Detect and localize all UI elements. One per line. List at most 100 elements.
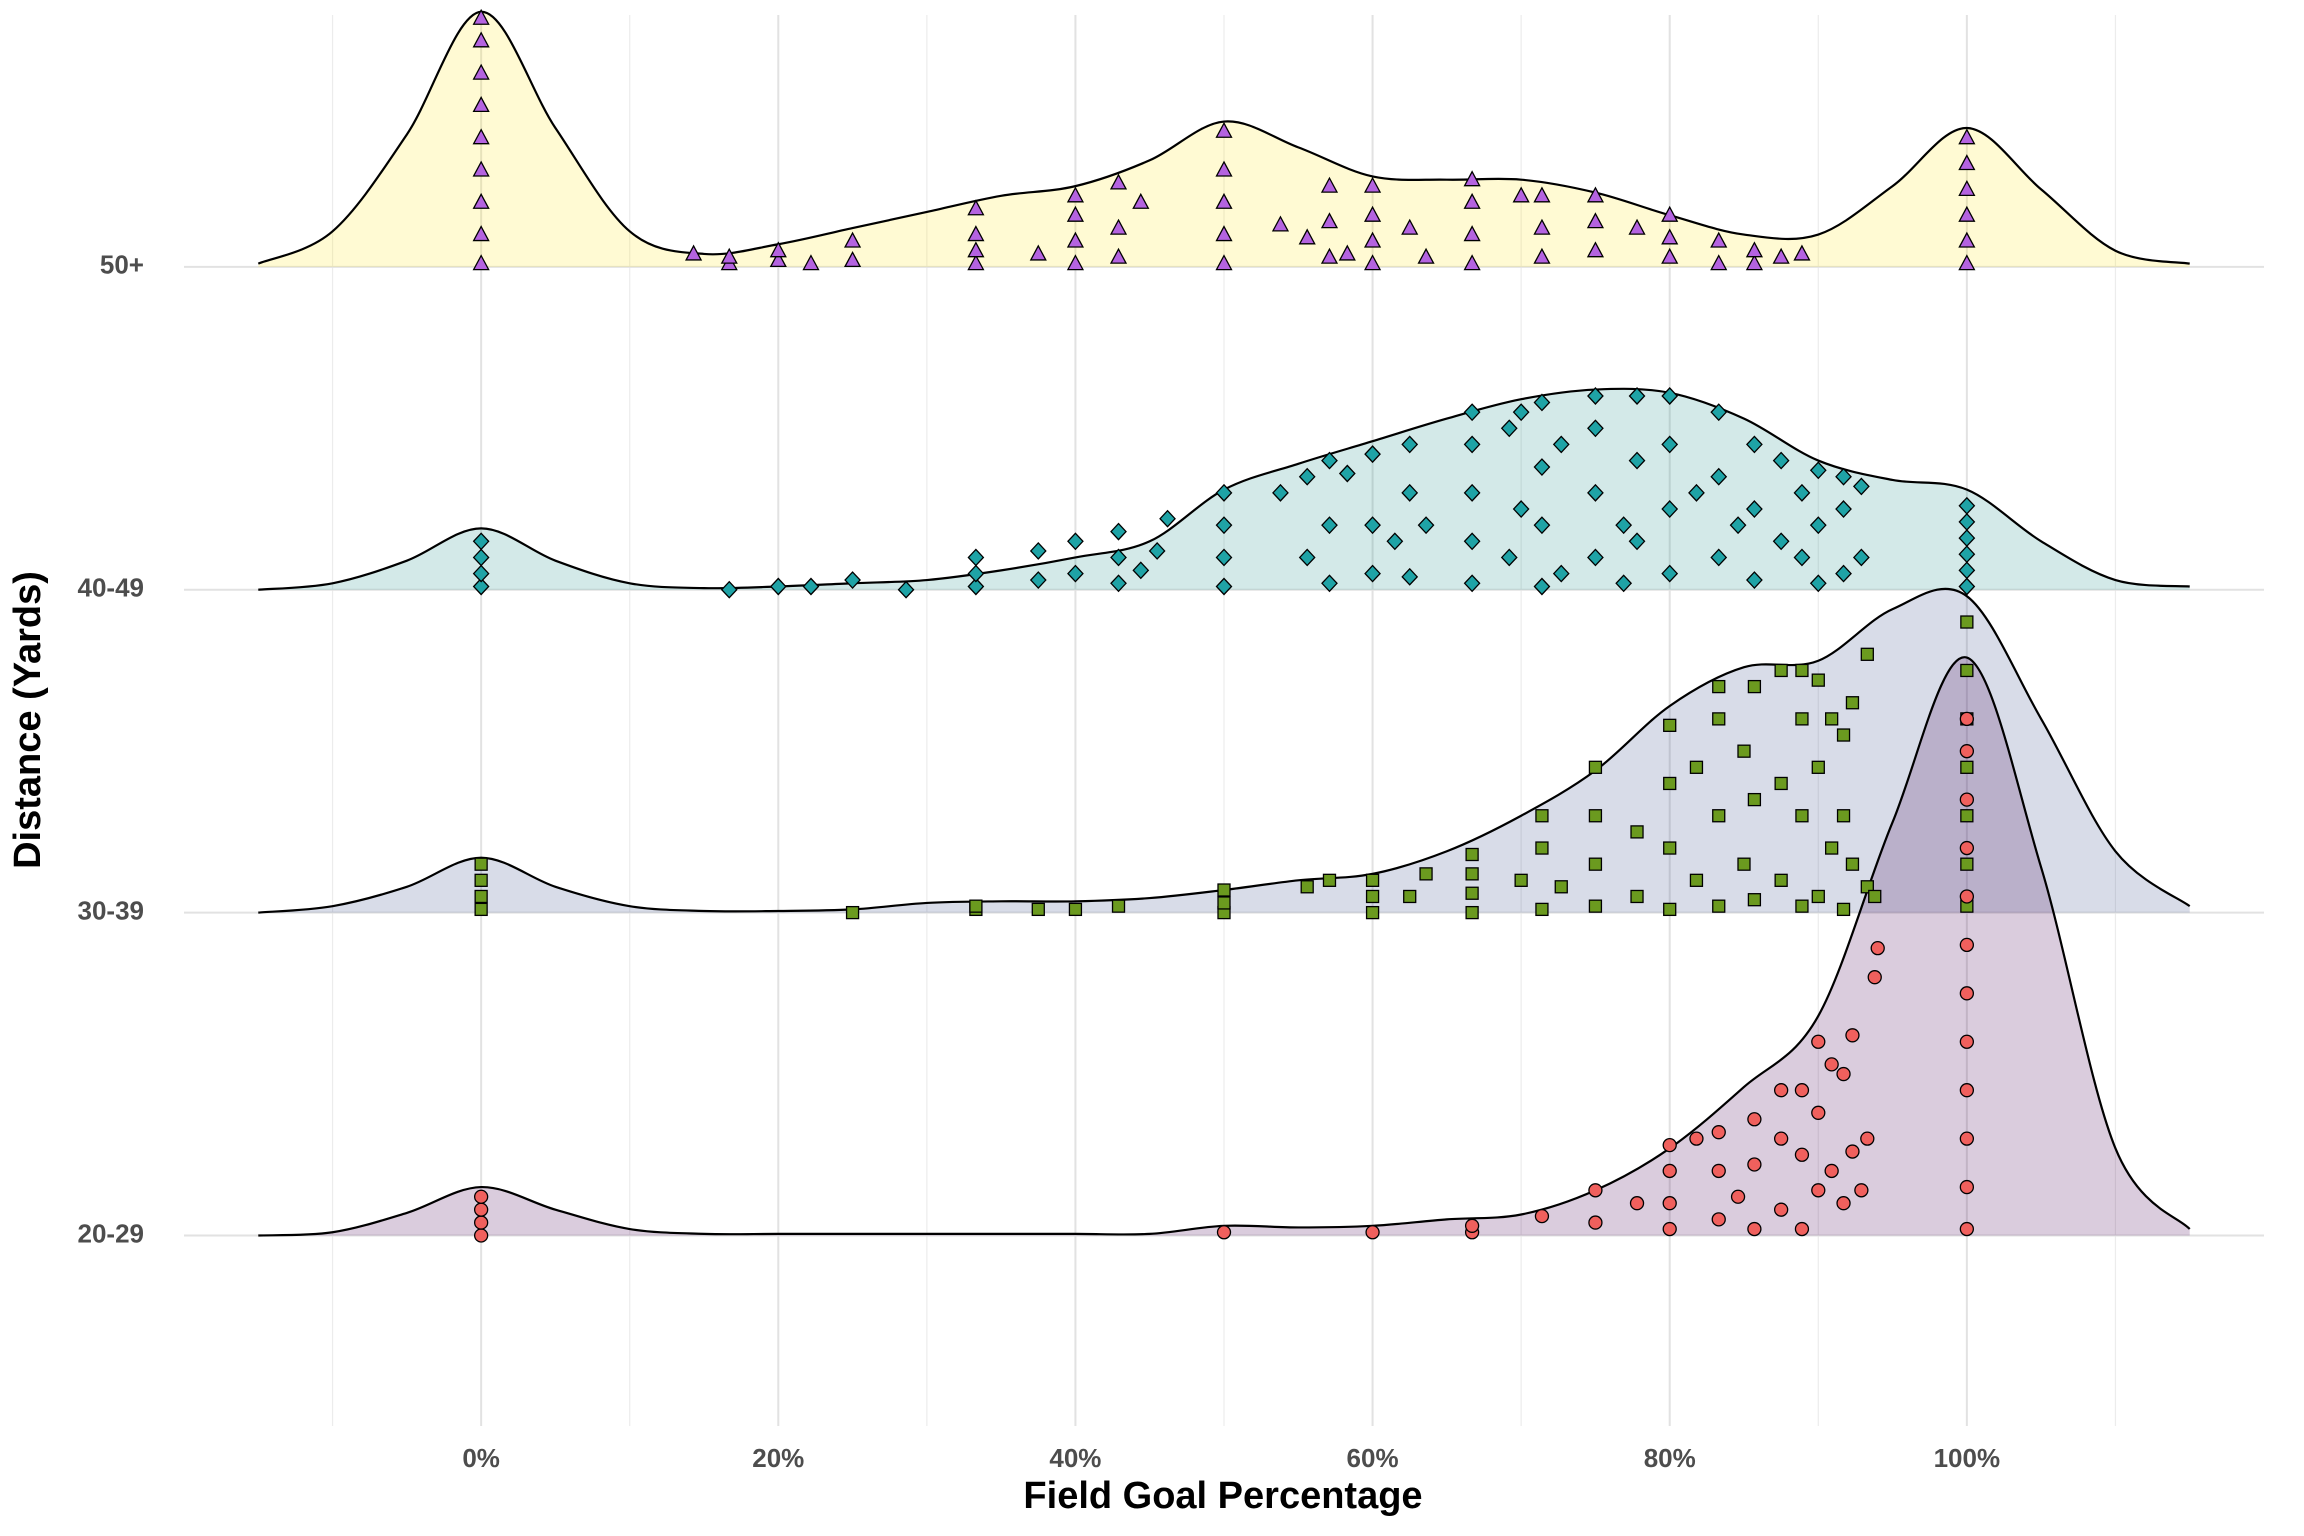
- point: [1958, 545, 1976, 564]
- point: [1712, 809, 1726, 823]
- point: [1825, 712, 1839, 726]
- point: [1628, 532, 1646, 551]
- point: [472, 548, 490, 567]
- point: [1958, 512, 1976, 531]
- point: [1215, 121, 1233, 138]
- point: [1533, 218, 1551, 235]
- point: [1552, 564, 1570, 583]
- point: [1587, 419, 1604, 438]
- point: [1111, 899, 1126, 913]
- point: [769, 577, 787, 596]
- point: [845, 905, 860, 920]
- point: [1958, 496, 1976, 515]
- point: [1463, 225, 1481, 242]
- point: [1500, 548, 1518, 567]
- point: [1463, 254, 1481, 271]
- point: [1712, 712, 1726, 726]
- point: [1835, 467, 1852, 486]
- point: [1824, 1163, 1839, 1179]
- point: [1109, 173, 1128, 190]
- point: [1417, 516, 1435, 535]
- point: [1298, 228, 1316, 245]
- point: [1795, 899, 1809, 913]
- point: [1066, 231, 1085, 248]
- point: [1533, 516, 1551, 535]
- point: [1663, 718, 1677, 732]
- point: [1588, 1215, 1603, 1230]
- point: [474, 873, 488, 887]
- point: [1272, 483, 1289, 502]
- point: [1688, 483, 1705, 502]
- x-tick-label: 60%: [1347, 1443, 1399, 1473]
- point: [1463, 403, 1481, 422]
- point: [1464, 1218, 1480, 1233]
- point: [1662, 1196, 1677, 1211]
- point: [1730, 1189, 1746, 1204]
- point: [1217, 883, 1231, 897]
- point: [844, 571, 861, 589]
- labels: 0% 20% 40% 60% 80% 100% 20-29 30-39 40-49 50+: [78, 250, 2001, 1473]
- point: [1216, 1225, 1232, 1240]
- ridge-area: [258, 588, 2190, 913]
- point: [1298, 548, 1316, 567]
- point: [1745, 254, 1763, 271]
- point: [1746, 435, 1763, 454]
- point: [472, 128, 490, 145]
- point: [1465, 886, 1479, 900]
- point: [1836, 809, 1851, 823]
- point: [1845, 696, 1860, 710]
- ridges: [257, 10, 2191, 1237]
- point: [1364, 445, 1381, 464]
- point: [1401, 567, 1419, 586]
- point: [1587, 483, 1604, 502]
- point: [1663, 776, 1677, 791]
- point: [1628, 218, 1646, 235]
- point: [1958, 254, 1976, 271]
- point: [1628, 387, 1646, 405]
- point: [1689, 873, 1704, 887]
- point: [1836, 1196, 1851, 1211]
- point: [1773, 1202, 1789, 1217]
- point: [1852, 477, 1870, 496]
- point: [1215, 548, 1233, 567]
- point: [1512, 500, 1530, 518]
- point: [1386, 532, 1404, 551]
- point: [720, 247, 738, 264]
- point: [1298, 467, 1316, 486]
- point: [720, 580, 738, 599]
- point: [1774, 776, 1788, 791]
- point: [1630, 889, 1644, 904]
- point: [1300, 880, 1314, 894]
- point: [1836, 728, 1851, 742]
- point: [1960, 857, 1974, 871]
- point: [1746, 500, 1763, 518]
- point: [1534, 1208, 1550, 1224]
- point: [1615, 574, 1633, 593]
- point: [1029, 244, 1047, 261]
- point: [1747, 1157, 1762, 1172]
- point: [1795, 809, 1809, 823]
- point: [1110, 522, 1127, 541]
- point: [1363, 231, 1382, 248]
- point: [967, 577, 985, 596]
- point: [1712, 899, 1726, 913]
- point: [1552, 435, 1570, 454]
- point: [1403, 889, 1417, 904]
- point: [1793, 548, 1811, 567]
- point: [1860, 1131, 1875, 1146]
- point: [1958, 154, 1976, 171]
- point: [1586, 212, 1605, 229]
- point: [1958, 529, 1976, 548]
- point: [1363, 254, 1382, 271]
- point: [1663, 841, 1677, 855]
- point: [1747, 893, 1762, 907]
- point: [1737, 857, 1751, 871]
- point: [1710, 548, 1728, 567]
- point: [1663, 902, 1677, 917]
- point: [1110, 548, 1127, 567]
- point: [1363, 176, 1382, 193]
- point: [1958, 179, 1976, 197]
- point: [1689, 760, 1704, 774]
- point: [1959, 1034, 1975, 1049]
